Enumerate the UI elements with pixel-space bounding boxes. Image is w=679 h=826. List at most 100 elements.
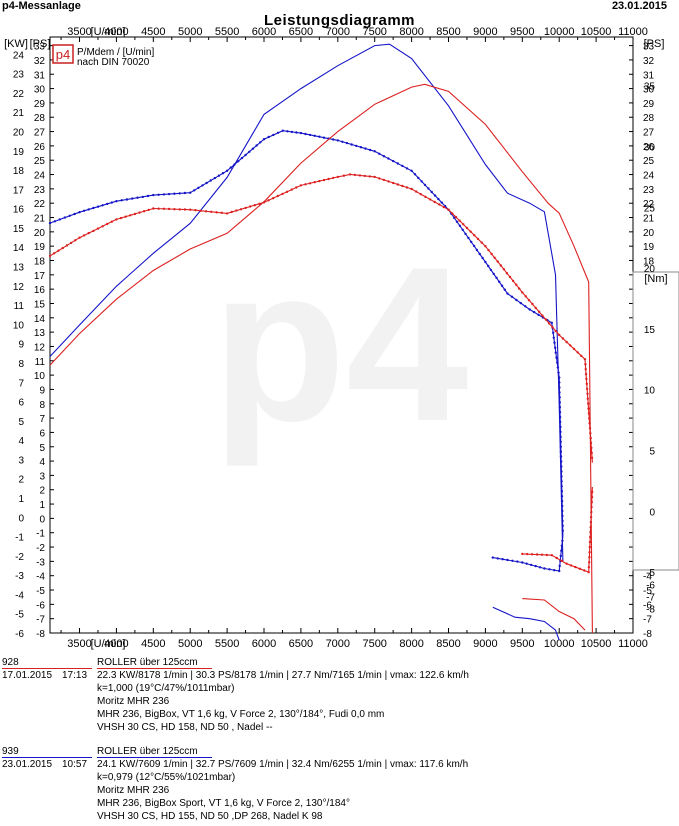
- series-marker: [553, 569, 556, 572]
- series-marker: [396, 183, 399, 186]
- series-marker: [560, 485, 563, 488]
- series-marker: [178, 208, 181, 211]
- kw-tick-label: 16: [13, 205, 25, 216]
- series-marker: [540, 553, 544, 556]
- series-marker: [515, 298, 518, 302]
- series-marker: [82, 234, 86, 237]
- x-tick-label-top: 9000: [473, 26, 497, 38]
- series-marker: [438, 203, 441, 206]
- series-marker: [554, 329, 557, 333]
- ps-tick-label-right: 20: [643, 228, 655, 239]
- series-marker: [518, 287, 521, 290]
- series-marker: [447, 208, 450, 211]
- series-marker: [199, 209, 202, 212]
- series-marker: [442, 205, 446, 209]
- series-marker: [204, 210, 208, 213]
- series-marker: [401, 184, 404, 188]
- nm-tick-label: 20: [644, 264, 656, 275]
- series-marker: [350, 143, 353, 146]
- kw-tick-label: 22: [13, 89, 25, 100]
- ps-tick-label-left: 12: [34, 342, 46, 353]
- series-marker: [332, 138, 335, 141]
- x-tick-label: 10500: [581, 638, 612, 650]
- series-marker: [136, 196, 139, 199]
- series-marker: [299, 184, 303, 187]
- series-marker: [502, 268, 506, 271]
- series-marker: [48, 254, 52, 258]
- ps-tick-label-right: 33: [643, 42, 655, 53]
- ps-axis-label-right: [PS]: [644, 38, 665, 50]
- series-marker: [251, 147, 255, 150]
- series-marker: [558, 564, 561, 568]
- run-id: 939: [2, 746, 19, 757]
- nm-tick-label: -7: [646, 593, 655, 604]
- x-tick-label-top: 4500: [141, 26, 165, 38]
- series-marker: [258, 202, 261, 205]
- series-marker: [249, 205, 252, 208]
- series-marker: [345, 141, 349, 145]
- series-marker: [587, 412, 591, 415]
- run-detail: k=1,000 (19°C/47%/1011mbar): [97, 683, 235, 694]
- run-name: ROLLER über 125ccm: [97, 657, 198, 668]
- series-marker: [332, 176, 335, 180]
- x-tick-label: 9500: [510, 638, 534, 650]
- series-marker: [558, 386, 561, 389]
- ps-tick-label-left: -4: [36, 572, 45, 583]
- ps-tick-label-left: 5: [39, 443, 45, 454]
- kw-tick-label: 17: [13, 185, 25, 196]
- series-marker: [239, 208, 243, 211]
- ps-tick-label-left: 0: [39, 514, 45, 525]
- series-marker: [588, 427, 592, 430]
- series-marker: [63, 216, 66, 219]
- series-marker: [584, 363, 587, 366]
- series-marker: [286, 130, 289, 133]
- kw-tick-label: -4: [15, 590, 24, 601]
- nm-tick-label: -8: [646, 605, 655, 616]
- series-marker: [454, 215, 458, 219]
- run-color-underline: [2, 757, 92, 758]
- x-tick-label: 5500: [215, 638, 239, 650]
- series-marker: [253, 204, 256, 207]
- series-marker: [496, 557, 499, 560]
- series-marker: [558, 381, 561, 384]
- series-marker: [530, 563, 533, 567]
- series-marker: [588, 551, 591, 554]
- series-marker: [558, 411, 562, 414]
- run-time: 17:13: [62, 670, 88, 681]
- nm-tick-label: -5: [646, 568, 655, 579]
- kw-tick-label: -3: [15, 571, 24, 582]
- series-marker: [583, 569, 586, 572]
- series-marker: [451, 212, 454, 215]
- kw-tick-label: 13: [13, 263, 25, 274]
- legend-line2: nach DIN 70020: [77, 57, 150, 68]
- series-marker: [465, 226, 469, 230]
- series-marker: [259, 141, 262, 144]
- x-tick-label: 8500: [436, 638, 460, 650]
- series-marker: [152, 207, 155, 210]
- series-marker: [322, 178, 326, 182]
- series-marker: [559, 440, 562, 443]
- series-marker: [587, 402, 590, 405]
- ps-tick-label-right: 21: [643, 214, 655, 225]
- series-marker: [276, 131, 280, 134]
- run-name: ROLLER über 125ccm: [97, 746, 198, 757]
- series-marker: [194, 209, 197, 212]
- series-marker: [110, 201, 114, 204]
- series-marker: [559, 425, 562, 429]
- x-tick-label-top: 8000: [399, 26, 423, 38]
- nm-tick-label: 35: [644, 82, 656, 93]
- series-marker: [560, 460, 563, 463]
- series-marker: [178, 192, 181, 195]
- series-marker: [587, 566, 591, 569]
- series-marker: [590, 446, 593, 450]
- ps-tick-label-left: 8: [39, 400, 45, 411]
- run-color-underline: [2, 668, 92, 669]
- series-line: [522, 598, 586, 631]
- series-marker: [467, 236, 470, 240]
- series-marker: [405, 167, 409, 170]
- series-marker: [53, 252, 56, 255]
- series-marker: [124, 215, 127, 218]
- series-marker: [527, 299, 531, 302]
- ps-tick-label-left: -8: [36, 629, 45, 640]
- kw-tick-label: 8: [18, 359, 24, 370]
